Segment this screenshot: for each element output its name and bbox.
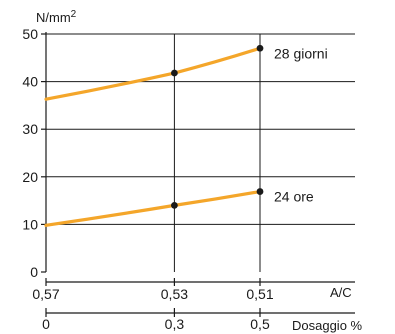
x-primary-axis-title: A/C	[330, 285, 352, 300]
y-tick-label-1: 10	[22, 216, 38, 232]
series-0-point-2	[256, 44, 264, 52]
series-layer	[44, 44, 264, 227]
y-tick-label-2: 20	[22, 169, 38, 185]
x-primary-tick-label-0: 0,57	[32, 286, 59, 302]
axes	[41, 32, 355, 317]
y-unit-label: N/mm2	[36, 9, 77, 25]
y-tick-label-0: 0	[30, 264, 38, 280]
series-line-0	[44, 46, 262, 101]
x-secondary-tick-label-0: 0	[42, 316, 50, 332]
y-unit-superscript: 2	[71, 9, 77, 20]
series-1-point-1	[171, 201, 178, 209]
grid	[46, 33, 355, 272]
labels: 0 10 20 30 40 50 0,57 0,53 0,51 0 0,3 0,5 28 giorni 2…	[22, 26, 327, 332]
series-line-1	[44, 189, 262, 227]
x-secondary-tick-label-1: 0,3	[165, 316, 185, 332]
x-primary-tick-label-1: 0,53	[161, 286, 188, 302]
y-tick-label-3: 30	[22, 121, 38, 137]
x-primary-tick-label-2: 0,51	[246, 286, 273, 302]
y-tick-label-5: 50	[22, 26, 38, 42]
series-label-0: 28 giorni	[274, 45, 328, 61]
series-1-point-2	[256, 188, 264, 195]
x-secondary-axis-title: Dosaggio %	[292, 318, 363, 333]
x-secondary-tick-label-2: 0,5	[250, 316, 270, 332]
series-label-1: 24 ore	[274, 189, 314, 205]
series-0-point-1	[171, 69, 178, 77]
y-tick-label-4: 40	[22, 74, 38, 90]
y-unit-base: N/mm	[36, 10, 71, 25]
